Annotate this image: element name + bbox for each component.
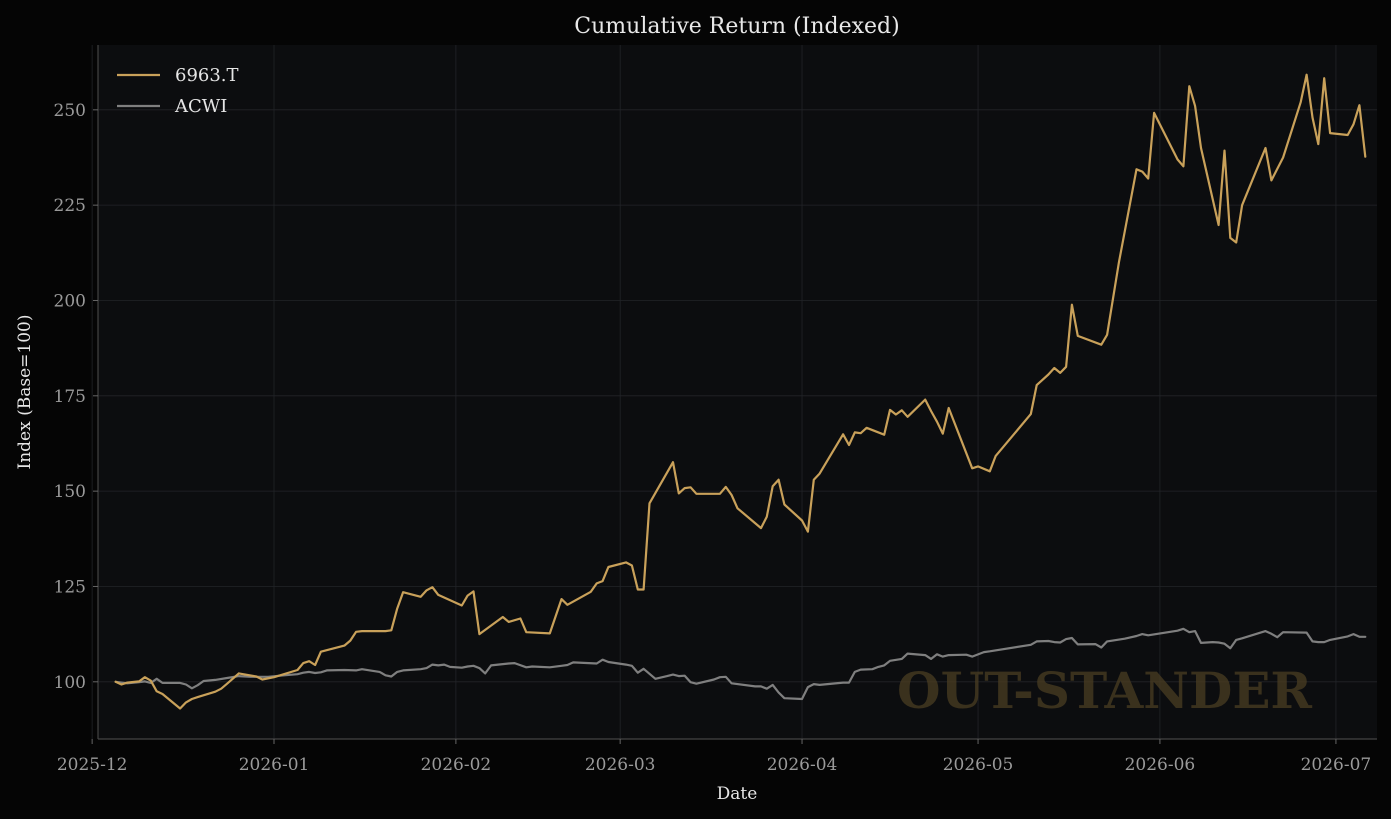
y-tick-label: 200 (54, 291, 86, 311)
plot-area (98, 45, 1377, 739)
legend-label: ACWI (174, 96, 227, 117)
y-tick-label: 175 (54, 387, 86, 407)
x-tick-label: 2026-02 (421, 755, 492, 775)
x-tick-label: 2026-01 (239, 755, 310, 775)
y-tick-label: 100 (54, 673, 86, 693)
legend: 6963.T ACWI (117, 65, 239, 117)
chart-title: Cumulative Return (Indexed) (574, 14, 899, 39)
x-tick-label: 2026-04 (767, 755, 838, 775)
y-tick-label: 125 (54, 577, 86, 597)
series-line-6963-t (114, 73, 1367, 710)
y-tick-label: 225 (54, 196, 86, 216)
x-tick-label: 2026-07 (1301, 755, 1372, 775)
y-axis-label: Index (Base=100) (15, 315, 35, 470)
x-tick-label: 2026-05 (943, 755, 1014, 775)
x-tick-label: 2026-03 (585, 755, 656, 775)
y-tick-label: 250 (54, 101, 86, 121)
watermark: OUT-STANDER (897, 661, 1312, 720)
grid (91, 45, 1377, 739)
x-tick-label: 2025-12 (57, 755, 128, 775)
x-axis-label: Date (717, 784, 758, 804)
legend-label: 6963.T (175, 65, 239, 86)
y-tick-label: 150 (54, 482, 86, 502)
series-line-acwi (114, 627, 1367, 701)
x-axis-ticks: 2025-12 2026-01 2026-02 2026-03 2026-04 2026-… (57, 739, 1371, 775)
series-layer (114, 73, 1367, 710)
y-axis-ticks: 100 125 150 175 200 225 250 (54, 101, 98, 693)
x-tick-label: 2026-06 (1125, 755, 1196, 775)
